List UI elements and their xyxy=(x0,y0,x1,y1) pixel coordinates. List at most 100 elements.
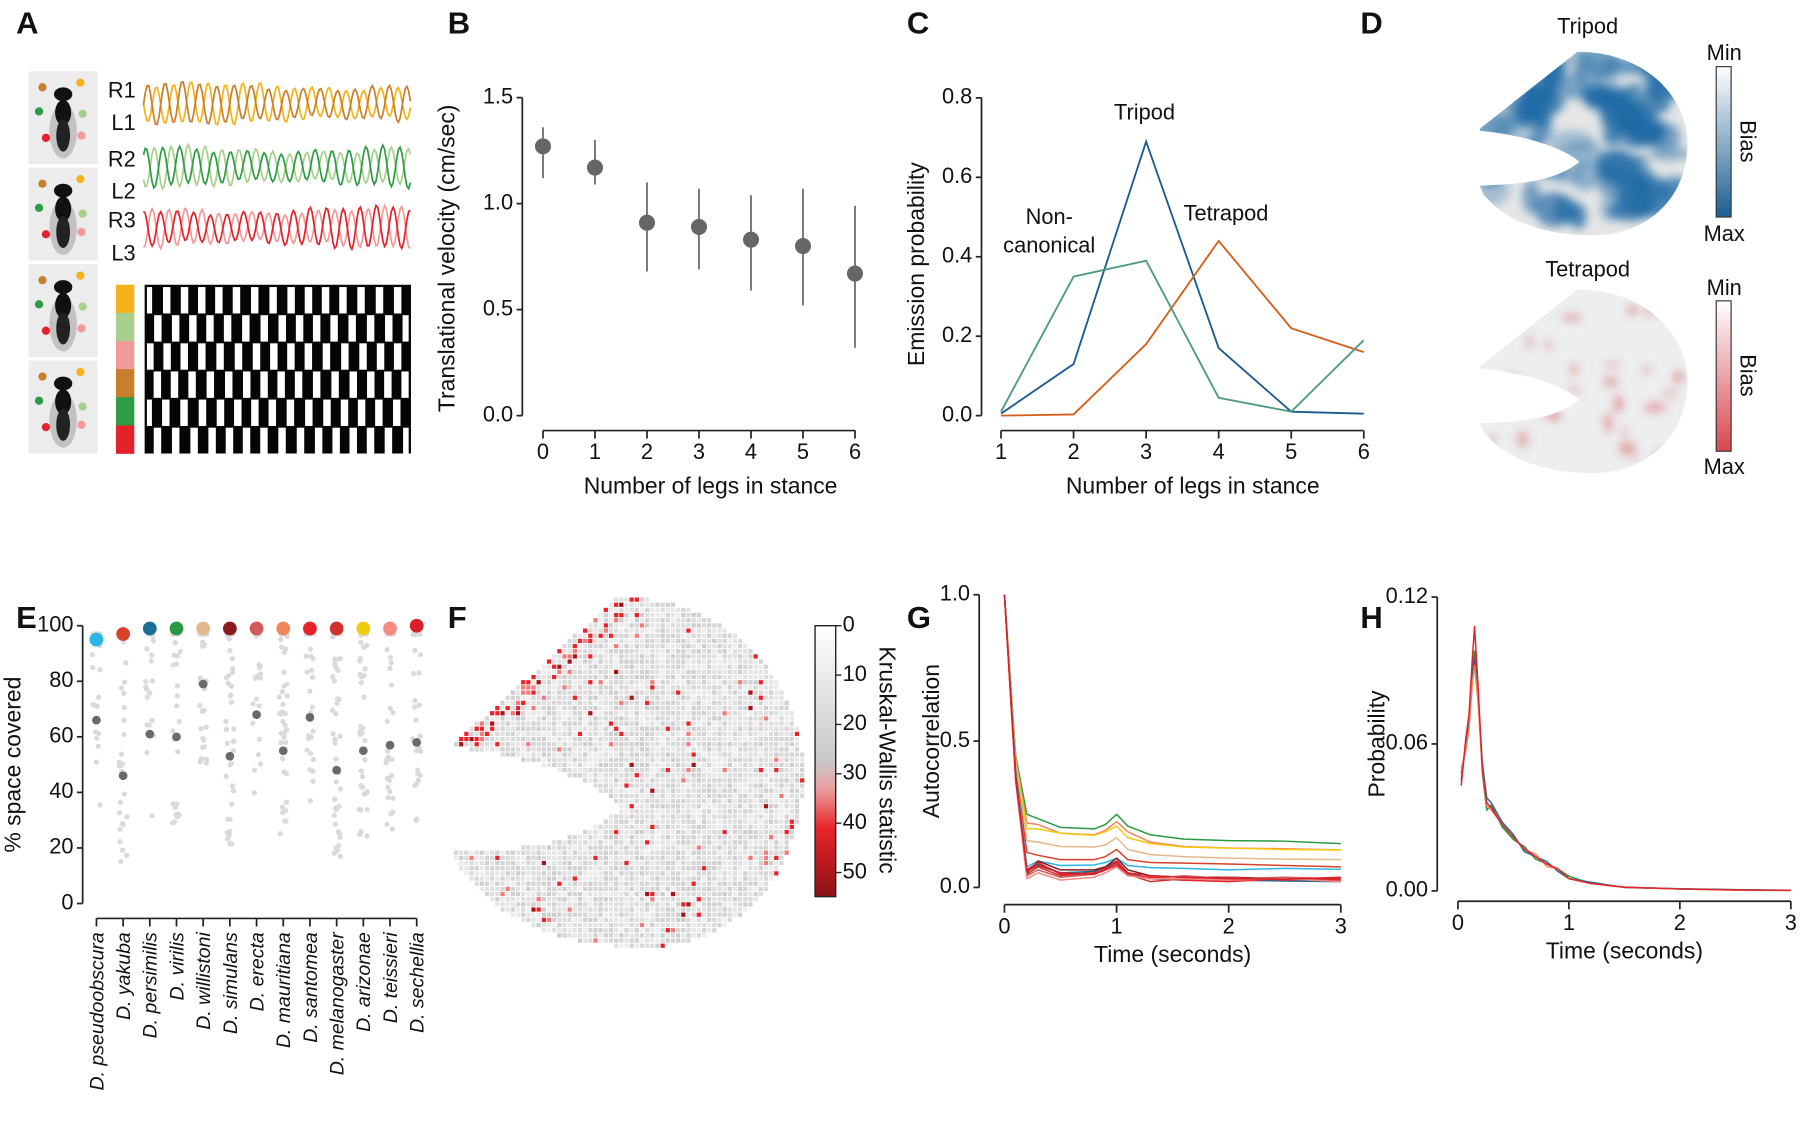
heatmap-cell xyxy=(779,695,784,700)
heatmap-cell xyxy=(583,866,588,871)
heatmap-cell xyxy=(562,664,567,669)
heatmap-cell xyxy=(660,907,665,912)
heatmap-cell xyxy=(526,736,531,742)
heatmap-cell xyxy=(583,850,588,855)
heatmap-cell xyxy=(593,855,598,861)
heatmap-cell xyxy=(629,597,634,602)
heatmap-cell xyxy=(624,700,629,706)
heatmap-cell xyxy=(717,690,722,695)
leg-label-r1: R1 xyxy=(108,78,136,103)
heatmap-cell xyxy=(593,695,598,700)
heatmap-cell xyxy=(712,855,717,861)
individual-point xyxy=(333,711,339,717)
heatmap-cell xyxy=(691,819,696,824)
heatmap-cell xyxy=(567,731,572,737)
panel-label-h: H xyxy=(1360,600,1382,635)
heatmap-cell xyxy=(753,819,758,824)
heatmap-cell xyxy=(614,752,619,757)
heatmap-cell xyxy=(639,840,645,845)
heatmap-cell xyxy=(681,897,686,902)
heatmap-cell xyxy=(676,638,681,644)
heatmap-cell xyxy=(629,659,634,664)
heatmap-cell xyxy=(784,845,789,850)
heatmap-cell xyxy=(769,871,774,876)
heatmap-cell xyxy=(474,881,479,886)
swing-epoch xyxy=(162,399,170,426)
bias-blob xyxy=(1535,78,1556,107)
heatmap-cell xyxy=(753,757,758,762)
x-tick-label: 1 xyxy=(1563,910,1575,935)
heatmap-cell xyxy=(696,633,701,638)
heatmap-cell xyxy=(681,938,686,943)
heatmap-cell xyxy=(774,690,779,695)
individual-point xyxy=(331,678,338,684)
heatmap-cell xyxy=(619,721,624,726)
heatmap-cell xyxy=(748,757,753,762)
heatmap-cell xyxy=(686,685,691,690)
heatmap-cell xyxy=(614,757,619,762)
heatmap-cell xyxy=(614,891,619,897)
heatmap-cell xyxy=(650,685,655,690)
heatmap-cell xyxy=(619,902,624,907)
heatmap-cell xyxy=(541,669,546,675)
heatmap-cell xyxy=(691,690,696,695)
heatmap-cell xyxy=(650,866,655,871)
heatmap-cell xyxy=(614,618,619,623)
heatmap-cell xyxy=(608,623,614,628)
heatmap-cell xyxy=(510,700,515,706)
heatmap-cell xyxy=(660,855,665,861)
heatmap-cell xyxy=(490,886,495,892)
heatmap-cell xyxy=(572,643,577,649)
heatmap-cell xyxy=(670,907,676,912)
heatmap-cell xyxy=(691,669,696,675)
heatmap-cell xyxy=(753,752,758,757)
heatmap-cell xyxy=(645,711,650,716)
heatmap-cell xyxy=(572,928,577,933)
heatmap-cell xyxy=(717,798,722,804)
heatmap-cell xyxy=(753,778,758,783)
heatmap-cell xyxy=(660,633,665,638)
bias-blob xyxy=(1506,94,1549,123)
heatmap-cell xyxy=(774,819,779,824)
heatmap-cell xyxy=(629,819,634,824)
swing-epoch xyxy=(180,399,188,426)
leg-marker-dot xyxy=(41,133,51,142)
heatmap-cell xyxy=(707,664,712,669)
individual-point xyxy=(416,670,422,676)
heatmap-cell xyxy=(717,659,722,664)
heatmap-cell xyxy=(665,778,670,783)
heatmap-cell xyxy=(665,674,670,680)
heatmap-cell xyxy=(753,850,758,855)
heatmap-cell xyxy=(531,690,536,695)
heatmap-cell xyxy=(546,711,552,716)
heatmap-cell xyxy=(562,736,567,742)
heatmap-cell xyxy=(701,649,707,654)
heatmap-cell xyxy=(629,881,634,886)
individual-point xyxy=(414,767,421,773)
heatmap-cell xyxy=(557,721,562,726)
heatmap-cell xyxy=(758,855,763,861)
heatmap-cell xyxy=(743,793,748,799)
heatmap-cell xyxy=(769,685,774,690)
heatmap-cell xyxy=(789,721,794,726)
heatmap-cell xyxy=(743,876,748,881)
heatmap-cell xyxy=(670,690,676,695)
heatmap-cell xyxy=(707,690,712,695)
bias-blob xyxy=(1632,454,1641,464)
heatmap-cell xyxy=(583,736,588,742)
heatmap-cell xyxy=(515,731,521,737)
heatmap-cell xyxy=(707,860,712,866)
heatmap-cell xyxy=(717,793,722,799)
heatmap-cell xyxy=(686,767,691,773)
heatmap-cell xyxy=(660,747,665,752)
heatmap-cell xyxy=(619,747,624,752)
individual-point xyxy=(227,693,233,699)
heatmap-cell xyxy=(474,876,479,881)
y-axis-label: Translational velocity (cm/sec) xyxy=(434,105,460,413)
individual-point xyxy=(176,718,182,725)
bias-blob xyxy=(1523,133,1544,166)
heatmap-cell xyxy=(469,742,474,747)
heatmap-cell xyxy=(676,711,681,716)
heatmap-cell xyxy=(738,767,743,773)
heatmap-cell xyxy=(717,819,722,824)
